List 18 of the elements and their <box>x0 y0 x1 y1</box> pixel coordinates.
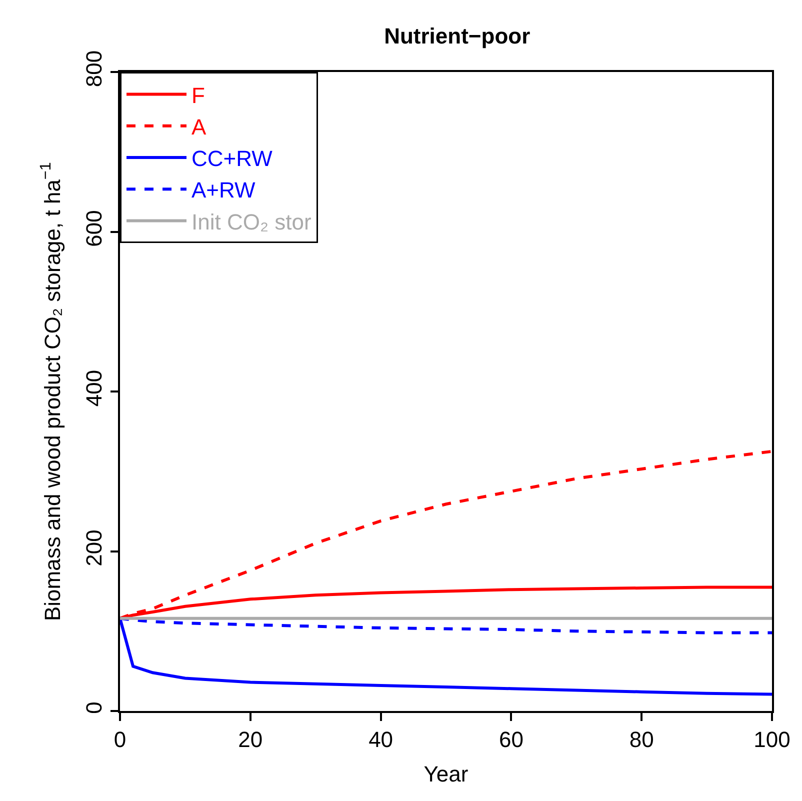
x-tick-label: 100 <box>754 727 790 752</box>
y-tick-label: 0 <box>81 702 106 714</box>
y-tick-label: 600 <box>81 210 106 247</box>
x-tick-label: 60 <box>498 727 524 752</box>
x-tick-label: 0 <box>114 727 126 752</box>
x-axis-title: Year <box>424 762 468 787</box>
legend-label: Init CO₂ stor <box>192 209 312 234</box>
legend-label: A+RW <box>192 178 256 203</box>
y-tick-label: 800 <box>81 50 106 88</box>
chart-title: Nutrient−poor <box>384 23 531 48</box>
y-tick-label: 400 <box>81 370 106 407</box>
legend-label: F <box>192 82 205 108</box>
x-tick-label: 40 <box>368 727 394 752</box>
y-tick-label: 200 <box>81 530 106 566</box>
x-tick-label: 80 <box>629 727 654 752</box>
legend-label: CC+RW <box>192 146 273 172</box>
legend-label: A <box>192 114 206 140</box>
x-tick-label: 20 <box>238 727 263 752</box>
